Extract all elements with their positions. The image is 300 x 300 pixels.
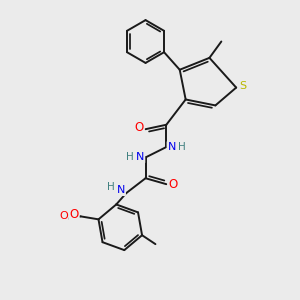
Text: O: O — [70, 208, 79, 221]
Text: H: H — [107, 182, 115, 192]
Text: H: H — [178, 142, 186, 152]
Text: O: O — [134, 121, 144, 134]
Text: N: N — [167, 142, 176, 152]
Text: S: S — [239, 81, 246, 91]
Text: O: O — [59, 211, 68, 221]
Text: N: N — [136, 152, 144, 162]
Text: O: O — [168, 178, 178, 191]
Text: H: H — [126, 152, 134, 162]
Text: N: N — [117, 185, 125, 195]
